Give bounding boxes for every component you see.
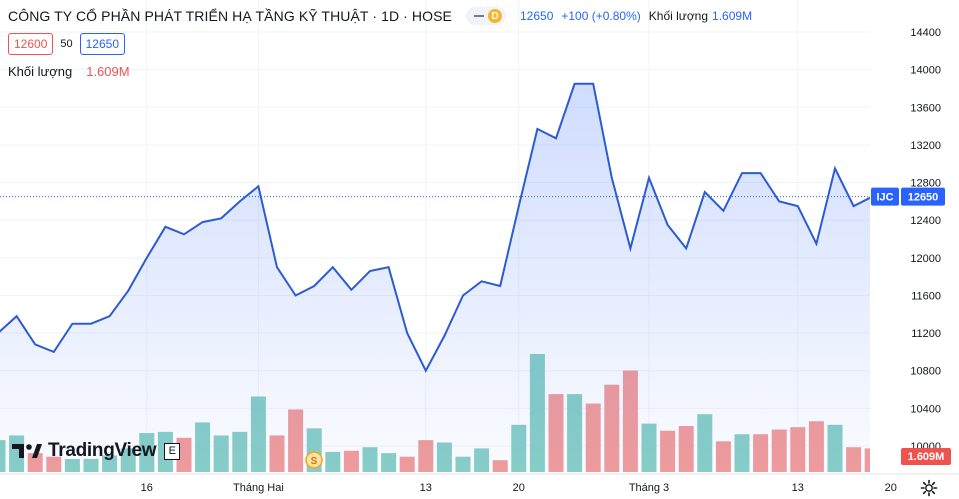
settings-gear-icon[interactable] — [920, 479, 938, 497]
volume-tag-label: 1.609M — [908, 451, 945, 463]
time-tick-label: 20 — [513, 482, 525, 494]
interval-badge: D — [488, 9, 502, 23]
price-tag-label: 12650 — [908, 192, 939, 204]
chart-header: CÔNG TY CỔ PHẦN PHÁT TRIỂN HẠ TẦNG KỸ TH… — [8, 6, 752, 26]
market-status-pill[interactable]: D — [466, 7, 506, 25]
earnings-badge[interactable]: E — [164, 442, 181, 460]
tradingview-logo[interactable]: TradingView E — [12, 440, 181, 462]
symbol-title[interactable]: CÔNG TY CỔ PHẦN PHÁT TRIỂN HẠ TẦNG KỸ TH… — [8, 8, 452, 24]
axis-tags: IJC 12650 1.609M — [871, 187, 951, 465]
bid-button[interactable]: 12600 — [8, 33, 54, 55]
volume-legend[interactable]: Khối lượng 1.609M — [8, 64, 130, 79]
minus-icon — [474, 15, 484, 17]
price-tick-label: 13200 — [910, 140, 941, 152]
price-tick-label: 12400 — [910, 215, 941, 227]
tradingview-icon — [12, 444, 42, 458]
volume-value: 1.609M — [712, 9, 753, 23]
time-tick-label: 13 — [420, 482, 432, 494]
time-tick-label: Tháng Hai — [233, 482, 284, 494]
volume-label: Khối lượng — [648, 9, 709, 23]
price-line — [0, 82, 873, 373]
tradingview-wordmark: TradingView — [48, 440, 157, 461]
price-axis[interactable]: 1000010400108001120011600120001240012800… — [870, 0, 959, 499]
price-change: +100 (+0.80%) — [561, 9, 641, 23]
time-axis[interactable]: 16 Tháng Hai 13 20 Tháng 3 13 20 — [0, 473, 959, 499]
price-tick-label: 12800 — [910, 178, 941, 190]
price-area — [0, 83, 873, 472]
price-tick-label: 11200 — [911, 328, 941, 340]
volume-legend-value: 1.609M — [86, 64, 130, 79]
time-tick-label: 13 — [792, 482, 804, 494]
spread-value: 50 — [60, 38, 73, 50]
price-tick-label: 14400 — [910, 27, 941, 39]
symbol-tag-label: IJC — [876, 192, 893, 204]
volume-tag-bg — [901, 448, 951, 465]
time-axis-bg — [0, 474, 959, 499]
volume-legend-label: Khối lượng — [8, 64, 73, 79]
price-tick-label: 10400 — [910, 403, 941, 415]
price-axis-bg — [870, 0, 959, 499]
price-tick-label: 11600 — [911, 290, 941, 302]
price-tick-label: 12000 — [910, 253, 941, 265]
dividend-badge[interactable]: S — [305, 451, 323, 469]
last-price: 12650 — [520, 9, 554, 23]
price-tick-label: 14000 — [910, 65, 941, 77]
quote-row: 12600 50 12650 — [8, 33, 125, 55]
time-tick-label: 16 — [141, 482, 153, 494]
dividend-icon — [305, 451, 323, 469]
price-tick-label: 10800 — [910, 366, 941, 378]
ask-button[interactable]: 12650 — [79, 33, 125, 55]
price-tag-bg — [901, 187, 945, 206]
time-tick-label: 20 — [885, 482, 897, 494]
dividend-badge-label: S — [311, 456, 318, 467]
time-tick-label: Tháng 3 — [629, 482, 669, 494]
symbol-tag-bg — [871, 187, 899, 206]
price-tick-label: 13600 — [910, 102, 941, 114]
